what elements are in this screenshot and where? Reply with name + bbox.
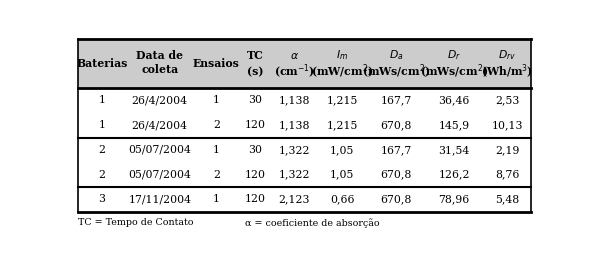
Text: 2: 2: [213, 170, 220, 180]
Text: 36,46: 36,46: [438, 95, 470, 106]
Text: 120: 120: [245, 194, 266, 204]
Text: 1: 1: [213, 145, 220, 155]
Text: 120: 120: [245, 120, 266, 130]
Text: 5,48: 5,48: [495, 194, 519, 204]
Text: (mW/cm$^2$): (mW/cm$^2$): [311, 63, 374, 81]
Text: 78,96: 78,96: [438, 194, 470, 204]
Text: 2,53: 2,53: [495, 95, 519, 106]
Text: 167,7: 167,7: [381, 145, 412, 155]
Text: 1,138: 1,138: [279, 120, 310, 130]
Text: Ensaios: Ensaios: [193, 58, 240, 69]
Text: (cm$^{-1}$): (cm$^{-1}$): [274, 63, 315, 81]
Text: 0,66: 0,66: [330, 194, 355, 204]
Text: 1: 1: [213, 194, 220, 204]
Text: 1,215: 1,215: [327, 95, 358, 106]
Text: (mWs/cm$^2$): (mWs/cm$^2$): [362, 63, 431, 81]
Text: 145,9: 145,9: [438, 120, 470, 130]
Text: 120: 120: [245, 170, 266, 180]
Text: 2: 2: [99, 145, 105, 155]
Text: 17/11/2004: 17/11/2004: [128, 194, 191, 204]
Text: coleta: coleta: [141, 64, 178, 75]
Text: 670,8: 670,8: [381, 120, 412, 130]
Text: 30: 30: [248, 95, 263, 106]
Text: $I_m$: $I_m$: [336, 49, 348, 63]
Text: 670,8: 670,8: [381, 170, 412, 180]
Text: (s): (s): [247, 66, 264, 77]
Text: 1,215: 1,215: [327, 120, 358, 130]
Text: 26/4/2004: 26/4/2004: [132, 120, 188, 130]
Text: 1: 1: [99, 120, 105, 130]
Text: 26/4/2004: 26/4/2004: [132, 95, 188, 106]
Text: α = coeficiente de absorção: α = coeficiente de absorção: [245, 218, 379, 228]
Text: 2: 2: [213, 120, 220, 130]
Text: (mWs/cm$^2$): (mWs/cm$^2$): [420, 63, 488, 81]
Text: 2: 2: [99, 170, 105, 180]
Text: $\alpha$: $\alpha$: [290, 50, 299, 61]
Bar: [78, 39, 531, 88]
Text: Data de: Data de: [136, 50, 183, 61]
Text: (Wh/m$^3$): (Wh/m$^3$): [481, 63, 533, 81]
Text: $D_a$: $D_a$: [389, 49, 403, 63]
Text: 1: 1: [213, 95, 220, 106]
Text: 1,138: 1,138: [279, 95, 310, 106]
Text: 8,76: 8,76: [495, 170, 519, 180]
Text: 670,8: 670,8: [381, 194, 412, 204]
Text: 1,322: 1,322: [279, 145, 310, 155]
Text: 10,13: 10,13: [491, 120, 523, 130]
Text: $D_r$: $D_r$: [447, 49, 461, 63]
Text: Baterias: Baterias: [76, 58, 128, 69]
Text: $D_{rv}$: $D_{rv}$: [498, 49, 516, 63]
Text: 3: 3: [99, 194, 105, 204]
Text: 1: 1: [99, 95, 105, 106]
Text: 1,05: 1,05: [330, 145, 355, 155]
Text: 05/07/2004: 05/07/2004: [128, 170, 191, 180]
Text: 31,54: 31,54: [438, 145, 470, 155]
Text: 2,19: 2,19: [495, 145, 519, 155]
Text: TC = Tempo de Contato: TC = Tempo de Contato: [78, 218, 194, 227]
Text: 1,322: 1,322: [279, 170, 310, 180]
Text: 30: 30: [248, 145, 263, 155]
Text: 1,05: 1,05: [330, 170, 355, 180]
Text: 2,123: 2,123: [279, 194, 310, 204]
Text: 126,2: 126,2: [438, 170, 470, 180]
Text: 05/07/2004: 05/07/2004: [128, 145, 191, 155]
Text: TC: TC: [247, 50, 264, 61]
Text: 167,7: 167,7: [381, 95, 412, 106]
